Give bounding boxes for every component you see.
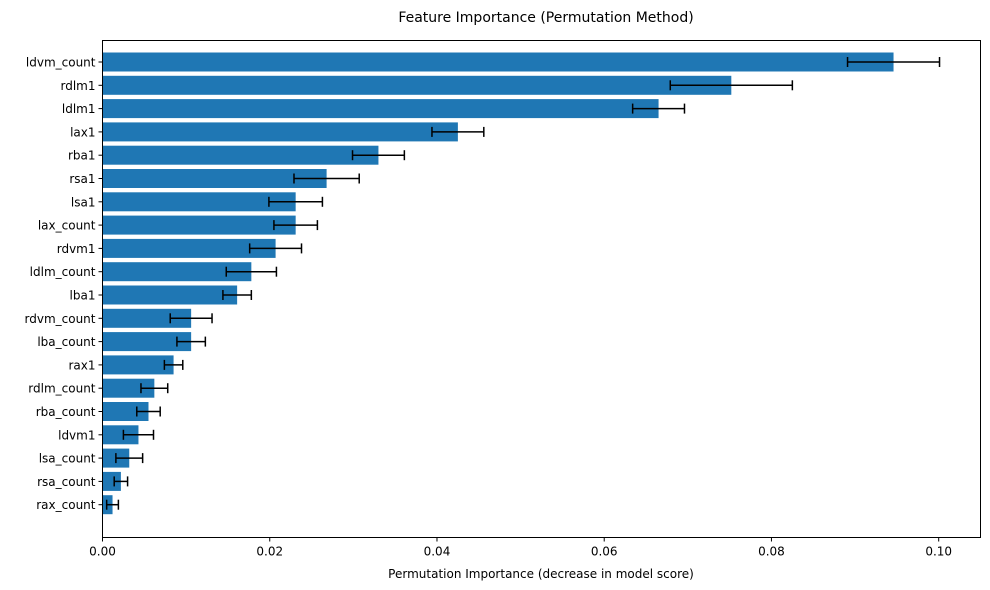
bar-ldvm1 xyxy=(102,425,139,445)
y-tick-label: rdlm1 xyxy=(61,79,96,93)
y-tick-label: lba_count xyxy=(37,335,95,349)
bar-rsa_count xyxy=(102,471,121,491)
y-tick-label: rsa1 xyxy=(69,172,95,186)
bar-lba_count xyxy=(102,332,192,352)
bar-ldlm_count xyxy=(102,262,252,282)
y-tick-label: ldlm_count xyxy=(30,265,96,279)
y-tick-label: rba1 xyxy=(68,149,96,163)
bar-ldvm_count xyxy=(102,52,894,72)
bar-lba1 xyxy=(102,285,238,305)
x-tick-label: 0.10 xyxy=(925,545,952,559)
y-tick-label: lba1 xyxy=(70,289,96,303)
bar-rdvm1 xyxy=(102,238,276,258)
y-tick-label: rax_count xyxy=(36,498,96,512)
bar-rdvm_count xyxy=(102,308,192,328)
y-tick-label: ldvm1 xyxy=(58,428,95,442)
bar-rsa1 xyxy=(102,169,327,188)
bar-group xyxy=(102,52,894,515)
y-tick-label: lax_count xyxy=(38,219,96,233)
y-tick-label: ldlm1 xyxy=(62,102,96,116)
bar-rba1 xyxy=(102,145,379,165)
y-tick-label: lax1 xyxy=(70,125,95,139)
y-tick-label: rdvm_count xyxy=(25,312,96,326)
bar-rdlm1 xyxy=(102,75,732,95)
x-tick-label: 0.00 xyxy=(89,545,116,559)
x-axis-label: Permutation Importance (decrease in mode… xyxy=(388,567,694,581)
x-axis-ticks: 0.00 0.02 0.04 0.06 0.08 0.10 xyxy=(89,537,952,559)
y-tick-label: rsa_count xyxy=(37,475,96,489)
y-axis-ticks: ldvm_count rdlm1 ldlm1 lax1 rba1 rsa1 lsa1 lax_… xyxy=(25,56,103,512)
bar-lsa1 xyxy=(102,192,296,212)
y-tick-label: rba_count xyxy=(36,405,96,419)
y-tick-label: lsa_count xyxy=(39,452,96,466)
bar-ldlm1 xyxy=(102,99,659,119)
x-tick-label: 0.04 xyxy=(424,545,451,559)
x-tick-label: 0.08 xyxy=(758,545,785,559)
y-tick-label: rax1 xyxy=(68,358,95,372)
y-tick-label: rdlm_count xyxy=(28,382,96,396)
y-tick-label: lsa1 xyxy=(71,195,96,209)
x-tick-label: 0.06 xyxy=(591,545,618,559)
bar-rax1 xyxy=(102,355,174,375)
y-tick-label: ldvm_count xyxy=(26,56,96,70)
chart-title: Feature Importance (Permutation Method) xyxy=(398,10,693,26)
y-tick-label: rdvm1 xyxy=(57,242,96,256)
plot-frame xyxy=(102,40,981,538)
x-tick-label: 0.02 xyxy=(256,545,283,559)
bar-lax1 xyxy=(102,122,458,142)
error-bar-group xyxy=(105,57,941,510)
bar-lax_count xyxy=(102,215,296,235)
